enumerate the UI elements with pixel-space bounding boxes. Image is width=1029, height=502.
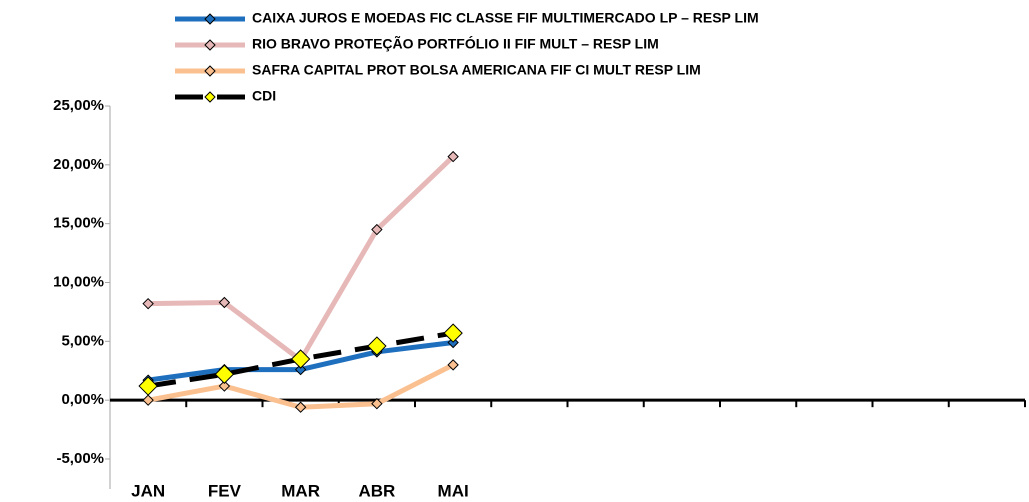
point-marker xyxy=(142,297,154,310)
legend-marker xyxy=(204,39,216,51)
series-line xyxy=(147,330,454,389)
x-tick-label: JAN xyxy=(131,481,165,500)
point-marker xyxy=(290,349,311,369)
legend-label: RIO BRAVO PROTEÇÃO PORTFÓLIO II FIF MULT… xyxy=(252,35,659,52)
point-marker xyxy=(214,364,235,384)
y-tick-label: 20,00% xyxy=(53,156,104,173)
point-marker xyxy=(294,401,307,413)
x-tick-label: ABR xyxy=(358,481,395,500)
legend-label: SAFRA CAPITAL PROT BOLSA AMERICANA FIF C… xyxy=(252,62,701,78)
legend-marker xyxy=(204,13,216,25)
point-marker xyxy=(447,359,459,371)
point-marker xyxy=(443,323,463,343)
x-tick-label: MAI xyxy=(438,481,469,500)
y-tick-label: 25,00% xyxy=(53,97,104,114)
point-marker xyxy=(218,296,231,309)
point-marker xyxy=(142,394,154,406)
legend-label: CAIXA JUROS E MOEDAS FIC CLASSE FIF MULT… xyxy=(252,10,759,26)
point-marker xyxy=(371,397,383,410)
y-tick-label: 0,00% xyxy=(61,391,104,408)
x-tick-label: FEV xyxy=(208,481,242,500)
point-marker xyxy=(294,363,307,376)
y-tick-label: 15,00% xyxy=(53,215,104,232)
point-marker xyxy=(367,336,387,356)
y-tick-label: 5,00% xyxy=(61,332,104,349)
point-marker xyxy=(138,376,158,396)
legend-marker xyxy=(204,91,216,103)
series-line xyxy=(148,154,455,363)
point-marker xyxy=(371,223,383,236)
point-marker xyxy=(447,150,459,163)
y-tick-label: -5,00% xyxy=(56,450,104,467)
point-marker xyxy=(218,380,231,392)
x-tick-label: MAR xyxy=(281,481,320,500)
legend-label: CDI xyxy=(252,88,276,104)
legend-marker xyxy=(204,65,216,77)
y-tick-label: 10,00% xyxy=(53,273,104,290)
